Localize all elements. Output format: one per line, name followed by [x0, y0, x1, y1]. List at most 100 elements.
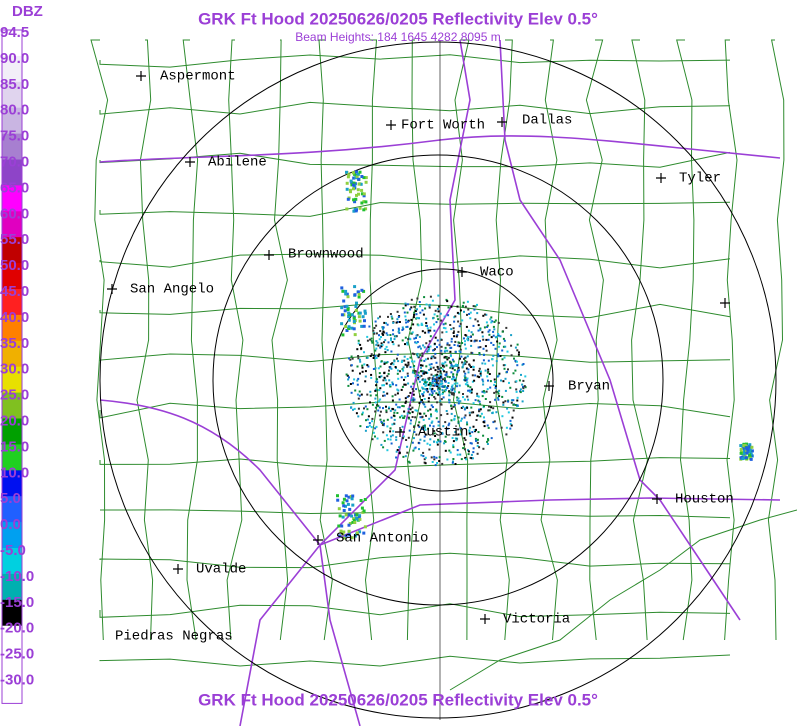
echo-pixel — [446, 300, 449, 303]
echo-pixel — [505, 433, 508, 436]
echo-pixel — [411, 352, 414, 355]
echo-pixel — [345, 207, 349, 211]
echo-pixel — [416, 316, 419, 319]
echo-pixel — [507, 368, 509, 371]
echo-pixel — [383, 422, 385, 425]
echo-pixel — [414, 310, 417, 312]
echo-pixel — [352, 518, 356, 522]
title: GRK Ft Hood 20250626/0205 Reflectivity E… — [198, 9, 598, 28]
echo-pixel — [452, 365, 455, 368]
echo-pixel — [453, 316, 456, 319]
echo-pixel — [748, 455, 752, 459]
echo-pixel — [358, 319, 362, 323]
echo-pixel — [351, 494, 355, 498]
echo-pixel — [441, 331, 444, 334]
echo-pixel — [353, 534, 357, 538]
echo-pixel — [396, 406, 399, 409]
echo-pixel — [443, 390, 446, 393]
echo-pixel — [482, 347, 485, 350]
echo-pixel — [521, 400, 524, 403]
echo-pixel — [437, 374, 440, 377]
echo-pixel — [435, 378, 438, 381]
echo-pixel — [353, 521, 357, 524]
city-labels: Aspermont Abilene Fort Worth Dallas Tyler Bro… — [107, 69, 734, 645]
echo-pixel — [466, 377, 469, 380]
echo-pixel — [341, 501, 345, 505]
echo-pixel — [432, 349, 435, 352]
echo-pixel — [336, 498, 340, 502]
echo-pixel — [390, 337, 392, 340]
echo-pixel — [363, 311, 367, 315]
echo-pixel — [347, 384, 350, 387]
echo-pixel — [457, 421, 460, 424]
scale-band — [2, 211, 22, 238]
echo-pixel — [476, 320, 479, 323]
echo-pixel — [390, 363, 392, 366]
echo-pixel — [341, 532, 345, 536]
echo-pixel — [388, 369, 390, 372]
echo-pixel — [372, 431, 375, 434]
echo-pixel — [507, 411, 510, 414]
county-line — [540, 39, 558, 641]
echo-pixel — [477, 346, 480, 349]
echo-pixel — [352, 176, 356, 180]
echo-pixel — [347, 173, 351, 177]
echo-pixel — [428, 347, 431, 350]
echo-pixel — [364, 405, 367, 408]
echo-pixel — [435, 417, 438, 420]
echo-pixel — [492, 325, 495, 328]
echo-pixel — [396, 449, 399, 451]
echo-pixel — [449, 355, 452, 358]
echo-pixel — [451, 358, 454, 361]
echo-pixel — [516, 364, 519, 367]
echo-pixel — [491, 364, 494, 367]
scale-band — [2, 496, 22, 523]
echo-pixel — [516, 396, 519, 399]
echo-pixel — [353, 293, 357, 297]
echo-pixel — [443, 378, 446, 380]
echo-pixel — [423, 383, 425, 385]
echo-pixel — [378, 375, 381, 378]
echo-pixel — [466, 406, 469, 409]
echo-pixel — [366, 339, 369, 342]
echo-pixel — [463, 337, 465, 340]
echo-pixel — [389, 430, 392, 433]
echo-pixel — [376, 381, 379, 384]
echo-pixel — [341, 515, 345, 519]
echo-pixel — [446, 358, 449, 361]
echo-pixel — [424, 378, 427, 381]
county-line — [767, 39, 785, 641]
echo-pixel — [514, 359, 517, 362]
echo-pixel — [461, 304, 464, 307]
echo-pixel — [457, 366, 460, 369]
echo-pixel — [458, 369, 460, 372]
echo-pixel — [472, 359, 475, 362]
echo-pixel — [449, 451, 452, 454]
echo-pixel — [522, 387, 525, 390]
echo-pixel — [432, 384, 435, 387]
echo-pixel — [448, 449, 451, 452]
echo-pixel — [380, 360, 383, 363]
echo-pixel — [741, 444, 745, 447]
scale-band — [2, 237, 22, 264]
echo-pixel — [352, 187, 355, 191]
echo-pixel — [427, 383, 430, 386]
echo-pixel — [398, 446, 401, 449]
echo-pixel — [436, 339, 439, 342]
scale-label: -15.0 — [0, 594, 34, 611]
echo-pixel — [359, 360, 362, 363]
echo-pixel — [337, 507, 341, 511]
echo-pixel — [447, 314, 450, 317]
echo-pixel — [445, 374, 448, 377]
echo-pixel — [476, 392, 479, 395]
echo-pixel — [391, 399, 394, 402]
echo-pixel — [382, 394, 384, 397]
echo-pixel — [438, 384, 441, 387]
echo-pixel — [440, 398, 443, 401]
echo-pixel — [474, 305, 477, 308]
echo-pixel — [468, 431, 471, 434]
echo-pixel — [458, 384, 461, 387]
echo-pixel — [485, 313, 488, 316]
echo-pixel — [427, 331, 430, 334]
echo-pixel — [476, 444, 479, 447]
